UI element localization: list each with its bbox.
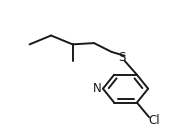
Text: Cl: Cl (149, 114, 161, 127)
Text: N: N (93, 82, 102, 95)
Text: S: S (118, 51, 125, 63)
